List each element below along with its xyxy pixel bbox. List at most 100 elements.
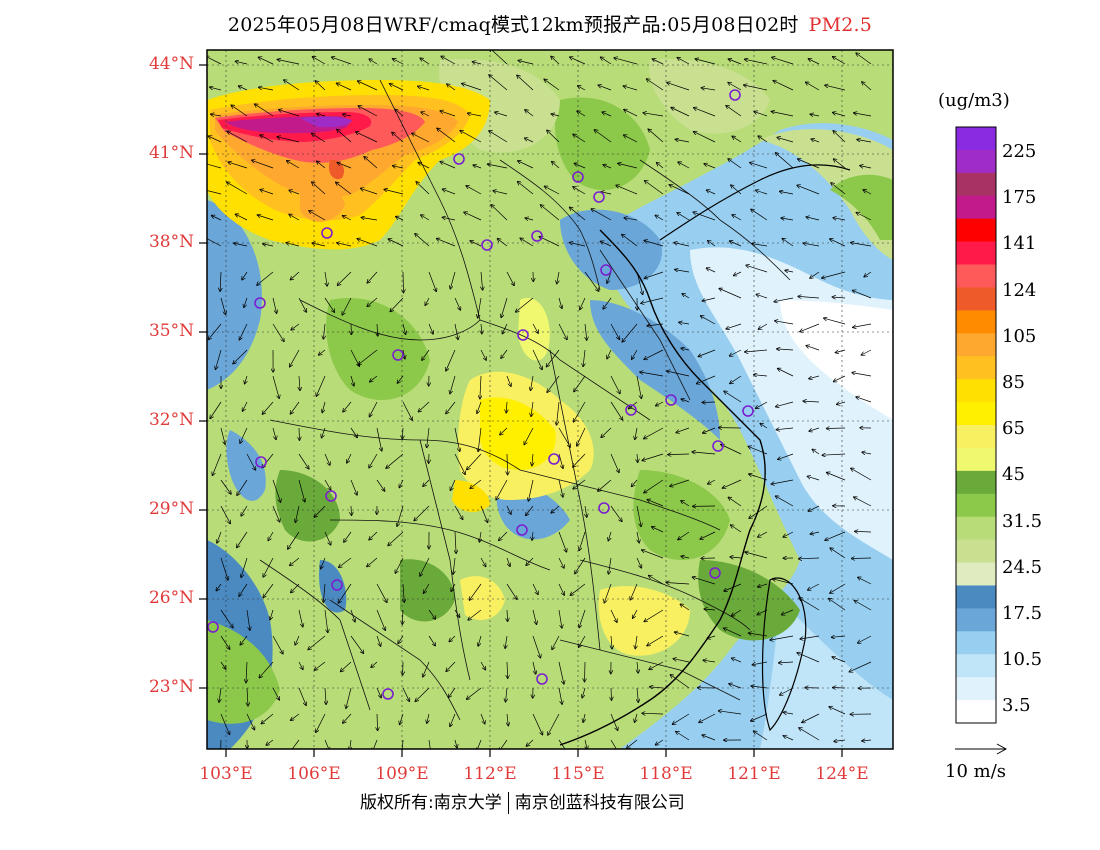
wind-arrow <box>601 192 612 194</box>
wind-arrow <box>506 557 510 566</box>
wind-arrow <box>454 453 465 474</box>
wind-arrow <box>835 350 846 353</box>
wind-arrow <box>312 57 326 65</box>
wind-arrow <box>809 427 820 431</box>
wind-arrow <box>585 323 587 340</box>
wind-arrow <box>622 235 638 247</box>
wind-arrow <box>758 136 768 143</box>
wind-arrow <box>544 79 560 91</box>
wind-arrow <box>402 323 406 334</box>
wind-arrow <box>321 557 326 569</box>
colorbar-swatch <box>956 493 996 517</box>
wind-arrow <box>799 558 820 559</box>
lat-label: 29°N <box>148 499 194 519</box>
colorbar-swatch <box>956 516 996 540</box>
wind-arrow <box>700 531 716 539</box>
wind-arrow <box>573 479 586 489</box>
wind-arrow <box>298 453 309 469</box>
wind-arrow <box>760 424 768 429</box>
wind-arrow <box>616 185 638 195</box>
wind-arrow <box>637 661 638 673</box>
city-marker <box>207 621 219 633</box>
wind-arrow <box>807 476 820 481</box>
wind-arrow <box>724 628 742 637</box>
wind-arrow <box>781 218 794 220</box>
wind-arrow <box>481 323 482 334</box>
wind-arrow <box>635 713 638 722</box>
wind-arrow <box>808 59 820 65</box>
wind-arrow <box>289 190 300 195</box>
wind-arrow <box>698 349 716 357</box>
wind-arrow <box>324 297 334 312</box>
wind-arrow <box>495 112 508 117</box>
wind-arrow <box>392 132 404 143</box>
wind-arrow <box>825 85 846 91</box>
wind-arrow <box>526 505 534 515</box>
wind-arrow <box>364 157 378 169</box>
wind-arrow <box>582 687 586 698</box>
wind-arrow <box>478 297 482 318</box>
wind-arrow <box>851 468 872 481</box>
wind-arrow <box>671 108 690 117</box>
wind-arrow <box>528 479 534 501</box>
wind-arrow <box>299 375 300 390</box>
wind-arrow <box>520 238 534 247</box>
wind-arrow <box>647 324 664 326</box>
wind-arrow <box>216 349 222 369</box>
wind-arrow <box>231 105 248 117</box>
colorbar-swatch <box>956 677 996 701</box>
wind-arrow <box>261 713 274 724</box>
wind-arrow <box>384 189 404 195</box>
wind-arrow <box>701 316 716 325</box>
wind-arrow <box>263 244 274 246</box>
wind-arrow <box>749 474 768 481</box>
wind-arrow <box>343 713 352 723</box>
wind-arrow <box>614 58 638 65</box>
wind-arrow <box>272 687 279 700</box>
wind-arrow <box>610 323 620 339</box>
wind-arrow <box>780 687 794 695</box>
wind-arrow <box>216 583 222 591</box>
wind-arrow <box>832 636 846 637</box>
wind-arrow <box>477 401 482 413</box>
wind-arrow <box>415 687 430 701</box>
wind-arrow <box>754 112 768 117</box>
wind-arrow <box>557 271 559 284</box>
city-marker <box>321 227 333 239</box>
wind-arrow <box>551 56 560 65</box>
wind-arrow <box>212 453 222 475</box>
wind-arrow <box>675 270 690 273</box>
wind-arrow <box>312 243 326 247</box>
map-title: 2025年05月08日WRF/cmaq模式12km预报产品:05月08日02时 P… <box>0 10 1100 37</box>
wind-arrow <box>416 182 430 195</box>
wind-arrow <box>208 136 222 143</box>
wind-arrow <box>583 713 585 722</box>
wind-arrow <box>246 609 250 630</box>
wind-arrow <box>756 190 768 195</box>
wind-arrow <box>601 57 612 65</box>
wind-arrow <box>453 557 455 574</box>
colorbar-swatch <box>956 608 996 632</box>
wind-arrow <box>853 290 872 299</box>
city-markers <box>207 89 754 700</box>
wind-arrow <box>480 661 486 670</box>
wind-arrow <box>358 81 378 91</box>
wind-arrow <box>402 687 409 701</box>
city-marker <box>517 329 529 341</box>
wind-arrow <box>810 271 820 278</box>
wind-arrow <box>208 323 222 340</box>
wind-arrow <box>277 137 300 143</box>
wind-arrow <box>489 75 508 91</box>
lon-label: 112°E <box>463 764 517 784</box>
wind-arrow <box>707 636 716 638</box>
colorbar-swatch <box>956 425 996 449</box>
wind-arrow <box>803 243 820 247</box>
wind-arrow <box>246 661 247 683</box>
wind-arrow <box>480 349 486 360</box>
lon-label: 121°E <box>727 764 781 784</box>
wind-arrow <box>207 190 222 195</box>
city-marker <box>536 673 548 685</box>
wind-arrow <box>361 218 378 221</box>
wind-arrow <box>220 635 230 649</box>
wind-arrow <box>693 212 716 221</box>
